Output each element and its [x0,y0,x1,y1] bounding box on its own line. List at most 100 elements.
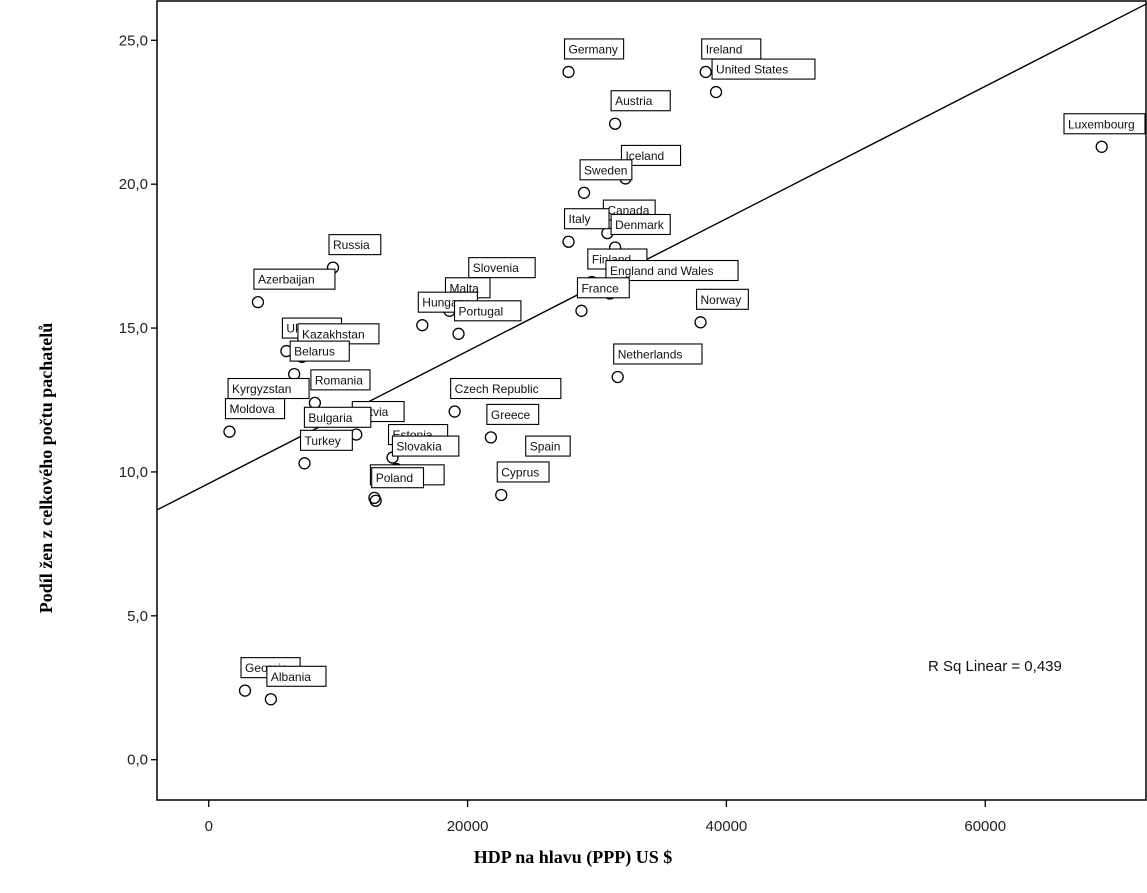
point-label-text: Moldova [229,402,275,416]
point-label-text: Russia [333,238,370,252]
point-label: Moldova [224,398,286,420]
point-label-text: Kyrgyzstan [232,382,291,396]
y-tick-label: 10,0 [119,464,148,481]
point-label-box [610,90,671,112]
point-label: Poland [371,467,425,489]
y-tick-label: 25,0 [119,32,148,49]
point-label-text: Italy [569,212,591,226]
point-label-box [371,467,425,489]
point-label-text: Ireland [706,42,743,56]
point-label-text: Czech Republic [455,382,539,396]
point-label-box [711,58,816,80]
data-point [223,425,236,438]
point-label-box [563,38,625,60]
point-label: Norway [695,288,749,310]
point-label-text: Poland [376,471,413,485]
point-label-box [610,213,671,236]
x-tick-label: 20000 [447,818,489,835]
data-point [369,494,382,507]
point-label-box [303,406,372,428]
axis-ticks: 0,0 5,0 10,0 15,0 20,0 25,0 0 20000 40000 60000 [119,32,1006,835]
point-label-text: Denmark [615,218,665,232]
point-label: Belarus [289,340,350,362]
point-label-text: England and Wales [610,264,714,278]
point-label: Kyrgyzstan [227,377,310,400]
point-label-text: Bulgaria [308,411,352,425]
point-label-text: Portugal [459,304,504,318]
data-point [238,684,252,697]
point-label-text: Germany [569,42,618,56]
point-label-box [224,398,286,420]
point-label-box [266,665,327,687]
point-label-text: Slovenia [473,261,519,275]
data-point [264,693,278,706]
point-label: Austria [610,90,671,112]
point-label-text: Romania [315,373,363,387]
point-label-box [525,435,571,457]
point-label-text: Turkey [305,434,341,448]
data-point [448,405,461,418]
data-point [577,186,591,199]
data-point [298,457,311,470]
point-label: Germany [563,38,625,60]
point-label-text: Iceland [625,149,664,163]
data-point [495,488,508,502]
point-label-text: Greece [491,408,531,422]
data-point [562,65,575,79]
y-axis-title: Podíl žen z celkového počtu pachatelů [36,323,56,614]
point-label-box [453,300,522,322]
point-label-box [605,259,739,282]
data-point [1095,140,1108,153]
point-label-text: Luxembourg [1068,117,1135,131]
point-label: Cyprus [496,461,550,483]
point-label-box [289,340,350,362]
point-label-text: Netherlands [618,347,683,361]
point-label: Portugal [453,300,522,322]
point-label: Russia [328,234,382,256]
point-label-box [563,208,610,230]
point-label: Slovakia [391,435,460,457]
point-label-text: Austria [615,94,653,108]
point-label-box [328,234,382,256]
point-label-text: Albania [271,670,311,684]
point-label: Sweden [579,159,633,181]
point-label-text: France [581,281,619,295]
y-tick-label: 15,0 [119,320,148,337]
y-tick-label: 20,0 [119,176,148,193]
point-label-text: Belarus [294,345,335,359]
point-label: Italy [563,208,610,230]
x-tick-label: 0 [205,818,213,835]
x-tick-label: 40000 [706,818,748,835]
point-label-text: Sweden [584,163,627,177]
point-label-text: Spain [530,440,561,454]
data-point [251,296,265,309]
data-point [288,367,301,381]
point-label-text: Cyprus [501,465,539,479]
point-label-box [613,343,703,365]
data-point [709,85,723,99]
data-point [608,117,622,130]
point-label: Greece [486,403,540,425]
data-point [308,396,322,410]
y-tick-label: 5,0 [127,608,148,625]
data-point [452,327,465,340]
point-label-box [299,429,353,451]
point-label-box [253,268,336,290]
point-label-box [450,377,562,400]
plot-border [156,0,1147,801]
data-point [694,316,707,329]
data-point [562,235,575,248]
point-label-text: Norway [701,293,742,307]
point-label-box [391,435,460,457]
point-label-text: United States [716,63,788,77]
point-label: Azerbaijan [253,268,336,290]
point-label: Slovenia [468,257,536,279]
point-label-text: Kazakhstan [302,327,365,341]
point-label: Albania [266,665,327,687]
plot-frame [156,0,1147,801]
point-label: Kazakhstan [297,323,380,345]
point-label: England and Wales [605,259,739,282]
point-label: France [576,277,630,299]
point-label: Czech Republic [450,377,562,400]
